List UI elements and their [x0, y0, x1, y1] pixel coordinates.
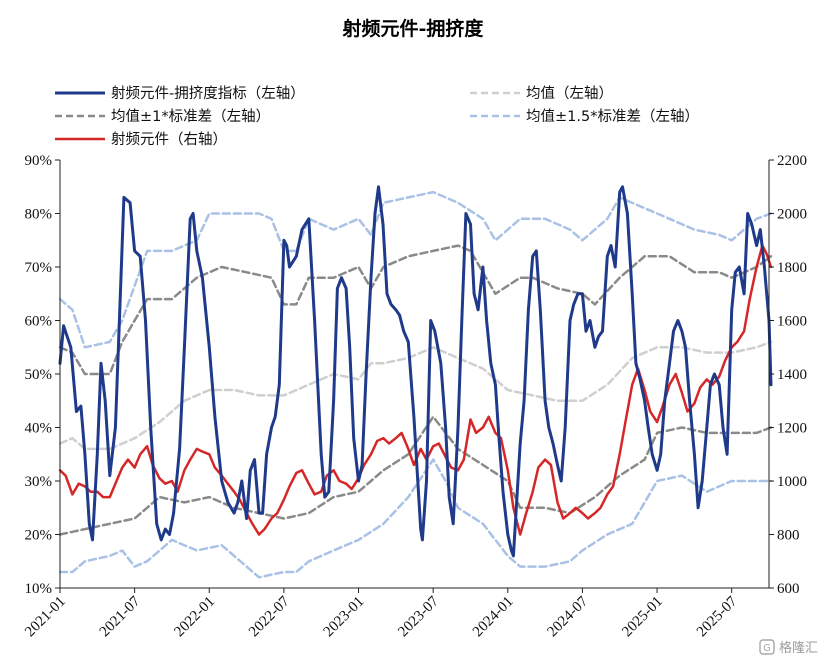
y-left-tick-label: 70%	[25, 260, 53, 276]
y-left-tick-label: 50%	[25, 367, 53, 383]
series-0-line	[58, 185, 773, 558]
chart-title: 射频元件-拥挤度	[342, 17, 485, 40]
y-right-tick-label: 2200	[777, 153, 807, 169]
x-tick-label: 2023-07	[395, 593, 442, 640]
x-tick-label: 2024-01	[470, 594, 517, 641]
y-left-tick-label: 10%	[25, 581, 53, 597]
y-left-tick-label: 20%	[25, 528, 53, 544]
series-3-lower-line	[58, 458, 773, 579]
x-tick-label: 2022-01	[171, 594, 218, 641]
y-left-tick-label: 90%	[25, 153, 53, 169]
y-right-tick-label: 1400	[777, 367, 807, 383]
y-right-tick-label: 600	[777, 581, 800, 597]
legend-label: 均值±1.5*标准差（左轴）	[526, 108, 699, 125]
x-tick-label: 2022-07	[246, 593, 293, 640]
watermark-text: 格隆汇	[779, 640, 818, 656]
legend-label: 射频元件（右轴）	[111, 131, 227, 148]
y-left-tick-label: 80%	[25, 207, 53, 223]
x-tick-label: 2024-07	[545, 593, 592, 640]
y-right-tick-label: 1200	[777, 421, 807, 437]
y-right-tick-label: 1800	[777, 260, 807, 276]
y-left-tick-label: 30%	[25, 474, 53, 490]
watermark-logo-icon	[759, 639, 775, 655]
y-right-tick-label: 800	[777, 528, 800, 544]
y-left-tick-label: 40%	[25, 421, 53, 437]
watermark: G 格隆汇	[759, 639, 818, 656]
x-tick-label: 2021-07	[97, 593, 144, 640]
y-right-tick-label: 1000	[777, 474, 807, 490]
series-4-line	[58, 244, 773, 536]
series-1-line	[58, 340, 773, 451]
x-tick-label: 2025-01	[619, 594, 666, 641]
series-2-lower-line	[58, 415, 773, 536]
y-left-tick-label: 60%	[25, 314, 53, 330]
watermark-logo-glyph: G	[763, 643, 771, 654]
legend: 射频元件-拥挤度指标（左轴） 均值（左轴） 均值±1*标准差（左轴） 均值±1.5*标…	[55, 85, 699, 148]
legend-item-2: 均值±1*标准差（左轴）	[55, 108, 270, 125]
plot-area	[58, 185, 773, 579]
y-right-tick-label: 2000	[777, 207, 807, 223]
x-tick-label: 2023-01	[321, 594, 368, 641]
x-tick-label: 2021-01	[22, 594, 69, 641]
legend-item-4: 射频元件（右轴）	[55, 131, 227, 148]
legend-item-1: 均值（左轴）	[470, 85, 613, 102]
series-3-upper-line	[58, 190, 773, 349]
y-right-tick-label: 1600	[777, 314, 807, 330]
legend-label: 均值（左轴）	[526, 85, 613, 102]
legend-label: 均值±1*标准差（左轴）	[111, 108, 270, 125]
series-2-upper-line	[58, 244, 773, 376]
legend-item-3: 均值±1.5*标准差（左轴）	[470, 108, 699, 125]
legend-label: 射频元件-拥挤度指标（左轴）	[111, 85, 305, 102]
legend-item-0: 射频元件-拥挤度指标（左轴）	[55, 85, 305, 102]
x-tick-label: 2025-07	[694, 593, 741, 640]
